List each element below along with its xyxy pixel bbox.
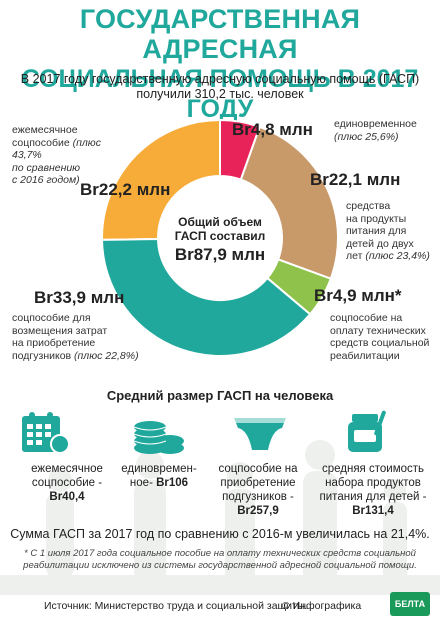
center-label-1: Общий объем (178, 215, 262, 229)
donut-chart (100, 118, 339, 357)
belta-logo: БЕЛТА (390, 592, 430, 616)
value-label-monthly: Br22,2 млн (80, 180, 171, 199)
copyright-text: © Инфографика (282, 600, 362, 612)
average-item-food: средняя стоимость набора продуктов питан… (319, 463, 427, 517)
title-line-2: СОЦИАЛЬНАЯ ПОМОЩЬ В 2017 ГОДУ (21, 65, 419, 123)
value-label-technical: Br4,9 млн* (314, 286, 402, 305)
intro-line-2: получили 310,2 тыс. человек (136, 87, 304, 101)
footnote: * С 1 июля 2017 года социальное пособие … (23, 548, 417, 571)
average-title: Средний размер ГАСП на человека (106, 388, 334, 403)
intro-text: В 2017 году государственную адресную соц… (20, 72, 420, 102)
desc-diapers: соцпособие для возмещения затрат на прио… (12, 312, 139, 362)
average-item-onetime: единовремен- ное- Br106 (121, 463, 197, 489)
title-line-1: ГОСУДАРСТВЕННАЯ АДРЕСНАЯ (79, 4, 361, 64)
intro-line-1: В 2017 году государственную адресную соц… (20, 72, 420, 86)
calendar-money-icon (22, 412, 70, 454)
coins-stack-icon (133, 421, 184, 454)
summary-text: Сумма ГАСП за 2017 год по сравнению с 20… (10, 527, 430, 541)
value-label-diapers: Br33,9 млн (34, 288, 125, 307)
donut-slice-monthly (101, 118, 221, 241)
desc-technical: соцпособие на оплату технических средств… (330, 312, 430, 362)
desc-monthly: ежемесячное соцпособие (плюс 43,7% по ср… (12, 124, 101, 186)
chart-center: Общий объем ГАСП составил Br87,9 млн (160, 215, 280, 265)
value-label-onetime: Br4,8 млн (232, 120, 313, 139)
desc-food: средства на продукты питания для детей д… (346, 200, 430, 262)
center-label-2: ГАСП составил (174, 229, 266, 243)
average-item-diapers: соцпособие на приобретение подгузников -… (218, 463, 298, 517)
source-text: Источник: Министерство труда и социально… (44, 600, 308, 612)
donut-slice-diapers (100, 237, 312, 357)
diaper-icon (234, 418, 286, 450)
baby-food-jar-icon (348, 410, 386, 452)
donut-slice-food (239, 125, 339, 280)
page-title: ГОСУДАРСТВЕННАЯ АДРЕСНАЯ СОЦИАЛЬНАЯ ПОМО… (0, 4, 440, 124)
desc-onetime: единовременное (плюс 25,6%) (334, 118, 417, 143)
average-item-monthly: ежемесячное соцпособие - Br40,4 (31, 463, 103, 503)
value-label-food: Br22,1 млн (310, 170, 401, 189)
family-silhouette-background (0, 440, 440, 595)
center-value: Br87,9 млн (174, 245, 266, 264)
